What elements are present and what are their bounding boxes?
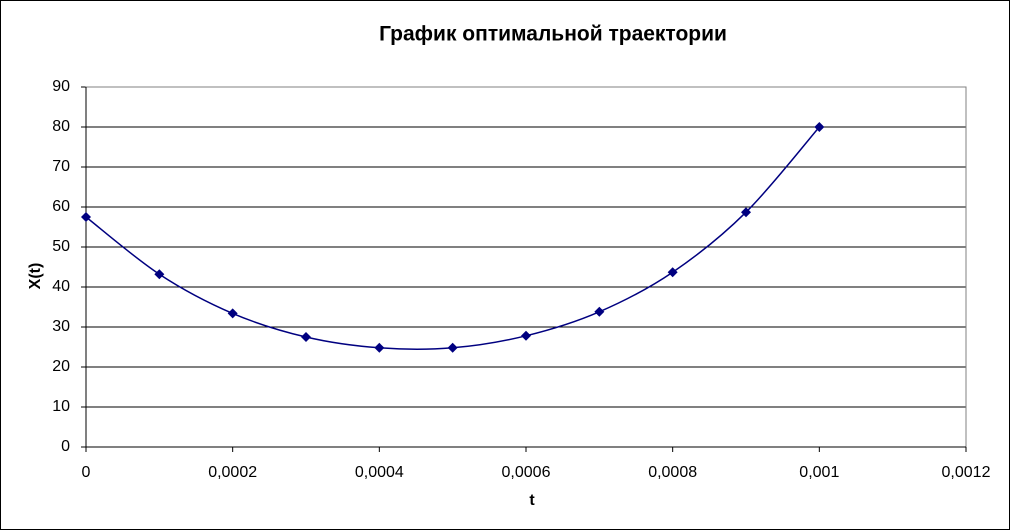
x-tick-label: 0,0012: [942, 464, 991, 481]
y-axis-title: X(t): [27, 263, 44, 290]
x-tick-label: 0: [82, 464, 91, 481]
point: [814, 122, 825, 132]
y-tick-label: 90: [52, 78, 70, 95]
x-tick-label: 0,0004: [355, 464, 404, 481]
chart-title: График оптимальной траектории: [379, 23, 727, 46]
x-axis-title: t: [529, 492, 535, 509]
point: [667, 267, 678, 278]
point: [521, 330, 531, 341]
point: [154, 269, 165, 280]
x-tick-label: 0,001: [799, 464, 839, 481]
x-tick-label: 0,0002: [208, 464, 257, 481]
y-tick-label: 70: [52, 158, 70, 175]
point: [374, 342, 385, 353]
y-tick-label: 20: [52, 358, 70, 375]
x-tick-label: 0,0008: [648, 464, 697, 481]
point: [301, 332, 311, 342]
point: [594, 306, 605, 317]
y-tick-label: 10: [52, 398, 70, 415]
y-tick-label: 80: [52, 118, 70, 135]
y-tick-label: 60: [52, 198, 70, 215]
point: [741, 207, 751, 218]
y-tick-label: 30: [52, 318, 70, 335]
point: [447, 342, 458, 353]
y-tick-label: 40: [52, 278, 70, 295]
x-tick-label: 0,0006: [502, 464, 551, 481]
y-tick-label: 0: [61, 438, 70, 455]
point: [81, 212, 91, 222]
point: [227, 308, 238, 319]
y-tick-label: 50: [52, 238, 70, 255]
